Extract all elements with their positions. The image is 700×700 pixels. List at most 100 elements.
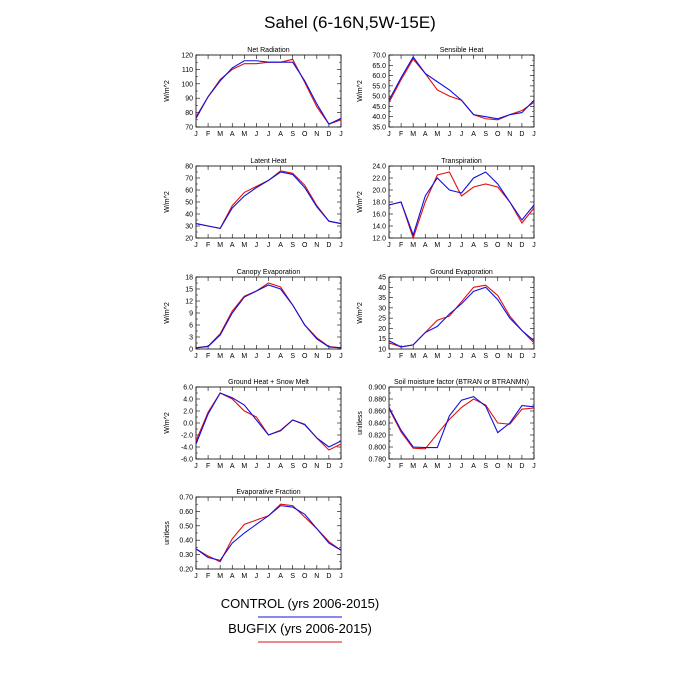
series-line-bugfix	[195, 392, 342, 451]
x-tick-label: A	[278, 242, 283, 249]
x-tick-label: M	[241, 573, 247, 580]
y-tick-label: 18.0	[372, 200, 386, 207]
plot-frame	[388, 276, 535, 350]
y-tick-label: 35	[378, 295, 386, 302]
x-tick-label: S	[290, 573, 295, 580]
series-line-bugfix	[195, 282, 342, 349]
x-tick-label: A	[230, 353, 235, 360]
x-tick-label: M	[410, 463, 416, 470]
x-tick-label: S	[483, 353, 488, 360]
y-tick-label: 0.60	[179, 509, 193, 516]
x-tick-label: A	[423, 242, 428, 249]
x-tick-label: J	[194, 131, 198, 138]
y-axis-label: W/m^2	[357, 302, 364, 324]
x-tick-label: M	[410, 242, 416, 249]
panel-title: Net Radiation	[247, 47, 290, 54]
series-line-control	[388, 56, 535, 120]
x-tick-label: O	[495, 242, 501, 249]
x-tick-label: S	[483, 242, 488, 249]
x-tick-label: N	[314, 573, 319, 580]
y-axis-label: W/m^2	[164, 191, 171, 213]
plot-frame	[388, 386, 535, 460]
y-axis-label: W/m^2	[164, 80, 171, 102]
x-tick-label: M	[241, 242, 247, 249]
y-tick-label: 30	[185, 224, 193, 231]
series-line-control	[195, 171, 342, 230]
panel-title: Transpiration	[441, 158, 482, 165]
x-tick-label: F	[399, 131, 403, 138]
series-line-control	[195, 60, 342, 125]
x-tick-label: N	[314, 463, 319, 470]
x-tick-label: J	[460, 463, 464, 470]
y-tick-label: 14.0	[372, 224, 386, 231]
y-tick-label: 6.0	[183, 385, 193, 392]
x-tick-label: F	[399, 353, 403, 360]
y-tick-label: 0.50	[179, 523, 193, 530]
x-tick-label: N	[314, 131, 319, 138]
y-tick-label: 80	[185, 110, 193, 117]
y-tick-label: 40	[378, 285, 386, 292]
y-tick-label: 45	[378, 275, 386, 282]
x-tick-label: J	[267, 353, 271, 360]
x-tick-label: M	[241, 131, 247, 138]
x-tick-label: S	[290, 131, 295, 138]
x-tick-label: A	[471, 463, 476, 470]
x-tick-label: N	[507, 463, 512, 470]
y-tick-label: 0.880	[368, 397, 386, 404]
panel-title: Latent Heat	[250, 158, 286, 165]
y-tick-label: 120	[181, 53, 193, 60]
x-tick-label: O	[302, 242, 308, 249]
y-tick-label: 40.0	[372, 114, 386, 121]
x-tick-label: J	[255, 463, 259, 470]
x-tick-label: A	[278, 573, 283, 580]
x-tick-label: J	[532, 131, 536, 138]
y-tick-label: 60	[185, 188, 193, 195]
x-tick-label: J	[387, 131, 391, 138]
panel-title: Canopy Evaporation	[237, 269, 301, 276]
y-tick-label: 0.800	[368, 445, 386, 452]
y-axis-label: W/m^2	[357, 191, 364, 213]
y-tick-label: -6.0	[181, 457, 193, 464]
y-tick-label: 100	[181, 81, 193, 88]
x-tick-label: D	[326, 131, 331, 138]
series-line-control	[388, 286, 535, 348]
y-axis-label: W/m^2	[357, 80, 364, 102]
x-tick-label: A	[423, 131, 428, 138]
y-tick-label: 0.860	[368, 409, 386, 416]
legend-label-control: CONTROL (yrs 2006-2015)	[221, 596, 379, 611]
x-tick-label: M	[241, 463, 247, 470]
x-tick-label: O	[495, 131, 501, 138]
x-tick-label: O	[302, 573, 308, 580]
x-tick-label: N	[507, 353, 512, 360]
series-line-control	[195, 392, 342, 448]
y-tick-label: 60.0	[372, 73, 386, 80]
y-tick-label: 70	[185, 125, 193, 132]
x-tick-label: O	[302, 463, 308, 470]
x-tick-label: J	[460, 242, 464, 249]
y-tick-label: 0.0	[183, 421, 193, 428]
x-tick-label: M	[410, 131, 416, 138]
x-tick-label: A	[278, 353, 283, 360]
x-tick-label: M	[434, 242, 440, 249]
y-tick-label: 9	[189, 311, 193, 318]
x-tick-label: J	[267, 463, 271, 470]
y-tick-label: 15	[378, 336, 386, 343]
x-tick-label: J	[339, 242, 343, 249]
y-tick-label: 0.780	[368, 457, 386, 464]
y-tick-label: 25	[378, 316, 386, 323]
panel-9: Evaporative Fraction 0.20 0.30 0.40 0.50 0.60…	[164, 489, 343, 580]
y-tick-label: 20	[378, 326, 386, 333]
y-axis-label: unitless	[357, 411, 364, 435]
y-tick-label: 70	[185, 176, 193, 183]
plot-frame	[388, 54, 535, 128]
x-tick-label: D	[326, 353, 331, 360]
y-tick-label: 80	[185, 164, 193, 171]
y-tick-label: 20.0	[372, 188, 386, 195]
x-tick-label: F	[206, 242, 210, 249]
x-tick-label: F	[206, 573, 210, 580]
plot-frame	[195, 496, 342, 570]
x-tick-label: J	[387, 242, 391, 249]
